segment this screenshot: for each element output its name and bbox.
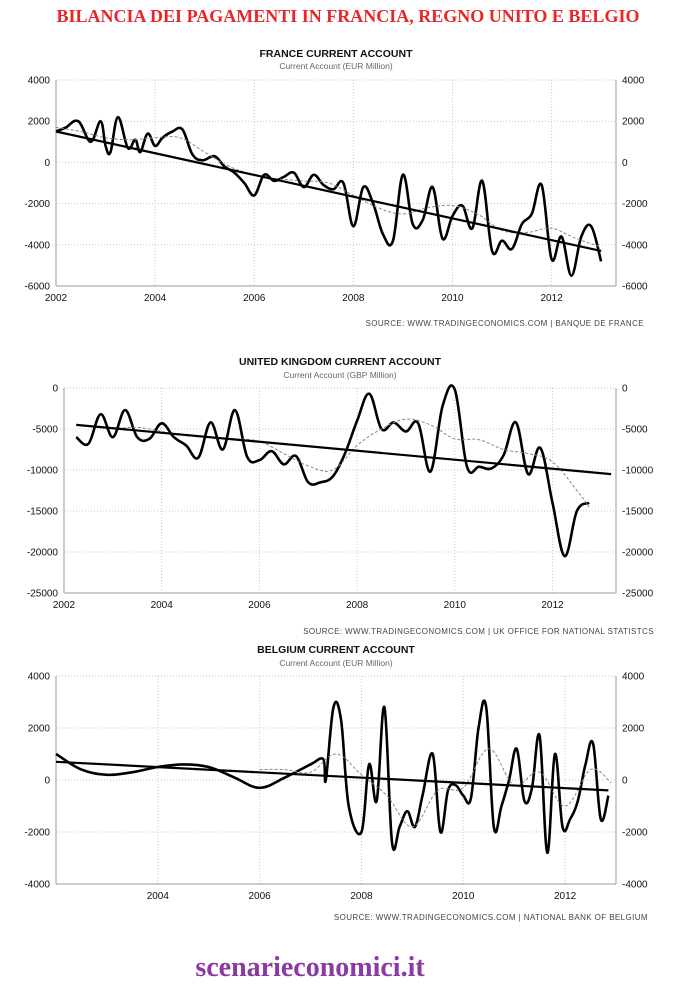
- uk-chart: UNITED KINGDOM CURRENT ACCOUNT Current Ac…: [27, 356, 654, 636]
- x-tick-label: 2004: [147, 891, 170, 902]
- y-tick-label-right: -10000: [622, 466, 654, 477]
- x-tick-label: 2006: [248, 600, 271, 611]
- x-tick-label: 2008: [346, 600, 369, 611]
- y-tick-label-left: -10000: [27, 466, 59, 477]
- y-tick-label-left: 4000: [28, 76, 51, 87]
- y-tick-label-left: -6000: [24, 282, 50, 293]
- y-tick-label-right: 2000: [622, 724, 645, 735]
- y-tick-label-right: -4000: [622, 240, 648, 251]
- france-current-account-line: [55, 115, 603, 277]
- belgium-source-text: SOURCE: WWW.TRADINGECONOMICS.COM | NATIO…: [334, 913, 648, 922]
- uk-chart-panel: UNITED KINGDOM CURRENT ACCOUNT Current Ac…: [0, 350, 696, 650]
- y-tick-label-right: -2000: [622, 199, 648, 210]
- x-tick-label: 2006: [243, 293, 266, 304]
- uk-chart-subtitle: Current Account (GBP Million): [283, 370, 396, 380]
- france-chart-subtitle: Current Account (EUR Million): [279, 61, 393, 71]
- belgium-moving-average-line: [259, 748, 612, 828]
- y-tick-label-right: -4000: [622, 880, 648, 891]
- y-tick-label-right: -15000: [622, 507, 654, 518]
- y-tick-label-left: -2000: [24, 199, 50, 210]
- france-chart-panel: FRANCE CURRENT ACCOUNT Current Account (E…: [0, 40, 696, 340]
- france-source-text: SOURCE: WWW.TRADINGECONOMICS.COM | BANQU…: [366, 319, 645, 328]
- x-tick-label: 2004: [144, 293, 167, 304]
- y-tick-label-left: -25000: [27, 589, 59, 600]
- x-tick-label: 2008: [342, 293, 365, 304]
- x-tick-label: 2010: [452, 891, 475, 902]
- belgium-current-account-line: [55, 699, 610, 855]
- x-tick-label: 2002: [53, 600, 76, 611]
- y-tick-label-right: 0: [622, 158, 628, 169]
- x-tick-label: 2012: [541, 600, 564, 611]
- uk-trend-line: [76, 423, 612, 476]
- y-tick-label-right: 4000: [622, 672, 645, 683]
- page-title: BILANCIA DEI PAGAMENTI IN FRANCIA, REGNO…: [56, 6, 640, 26]
- y-tick-label-right: 0: [622, 776, 628, 787]
- y-tick-label-left: -2000: [24, 828, 50, 839]
- uk-moving-average-line: [112, 418, 590, 508]
- y-tick-label-right: -2000: [622, 828, 648, 839]
- x-tick-label: 2010: [441, 293, 464, 304]
- x-tick-label: 2010: [444, 600, 467, 611]
- france-trend-line: [55, 130, 602, 253]
- y-tick-label-left: -4000: [24, 880, 50, 891]
- x-tick-label: 2012: [554, 891, 577, 902]
- y-tick-label-right: -25000: [622, 589, 654, 600]
- uk-current-account-line: [75, 384, 590, 558]
- y-tick-label-left: -4000: [24, 240, 50, 251]
- y-tick-label-right: -20000: [622, 548, 654, 559]
- belgium-trend-line: [55, 760, 609, 792]
- y-tick-label-left: -5000: [32, 425, 58, 436]
- france-chart-title: FRANCE CURRENT ACCOUNT: [259, 48, 413, 60]
- y-tick-label-right: 0: [622, 384, 628, 395]
- y-tick-label-left: 0: [44, 158, 50, 169]
- y-tick-label-left: 2000: [28, 724, 51, 735]
- x-tick-label: 2008: [350, 891, 373, 902]
- y-tick-label-right: -6000: [622, 282, 648, 293]
- y-tick-label-right: -5000: [622, 425, 648, 436]
- uk-chart-title: UNITED KINGDOM CURRENT ACCOUNT: [239, 356, 442, 368]
- footer-watermark: scenarieconomici.it: [195, 952, 425, 983]
- belgium-chart-panel: BELGIUM CURRENT ACCOUNT Current Account (…: [0, 640, 696, 940]
- x-tick-label: 2012: [540, 293, 563, 304]
- y-tick-label-left: 0: [52, 384, 58, 395]
- belgium-chart-title: BELGIUM CURRENT ACCOUNT: [257, 644, 415, 656]
- uk-source-text: SOURCE: WWW.TRADINGECONOMICS.COM | UK OF…: [303, 627, 654, 636]
- x-tick-label: 2006: [249, 891, 272, 902]
- y-tick-label-right: 2000: [622, 117, 645, 128]
- x-tick-label: 2004: [151, 600, 174, 611]
- y-tick-label-left: 2000: [28, 117, 51, 128]
- y-tick-label-left: 0: [44, 776, 50, 787]
- y-tick-label-left: -20000: [27, 548, 59, 559]
- y-tick-label-left: -15000: [27, 507, 59, 518]
- y-tick-label-right: 4000: [622, 76, 645, 87]
- belgium-chart-subtitle: Current Account (EUR Million): [279, 658, 393, 668]
- belgium-chart: BELGIUM CURRENT ACCOUNT Current Account (…: [24, 644, 648, 922]
- y-tick-label-left: 4000: [28, 672, 51, 683]
- x-tick-label: 2002: [45, 293, 68, 304]
